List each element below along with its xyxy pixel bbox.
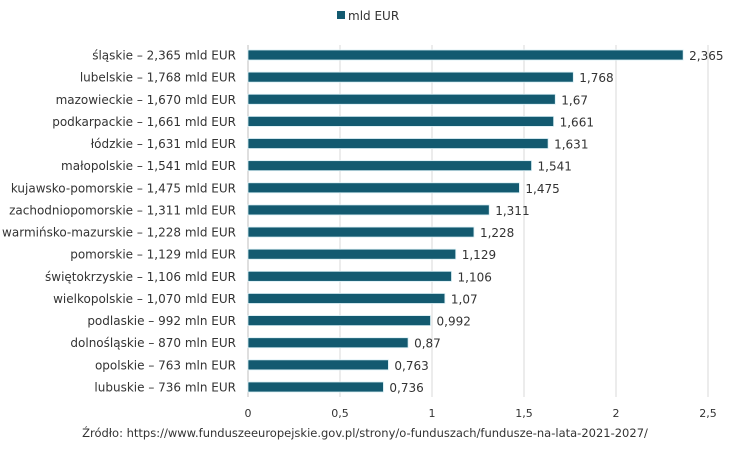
- data-label: 0,763: [394, 359, 428, 373]
- data-label: 1,228: [480, 226, 514, 240]
- bar: [247, 49, 684, 61]
- category-label: podkarpackie – 1,661 mld EUR: [52, 115, 236, 129]
- bar: [247, 93, 556, 105]
- data-label: 0,87: [414, 337, 441, 351]
- bar: [247, 381, 384, 393]
- data-label: 1,106: [458, 270, 492, 284]
- data-label: 1,07: [451, 292, 478, 306]
- data-label: 0,992: [437, 315, 471, 329]
- x-tick-label: 1: [429, 407, 436, 420]
- data-label: 1,541: [538, 160, 572, 174]
- legend-swatch: [337, 11, 345, 19]
- bar: [247, 71, 574, 83]
- category-label: lubuskie – 736 mln EUR: [94, 381, 236, 395]
- category-label: zachodniopomorskie – 1,311 mld EUR: [9, 203, 236, 217]
- x-tick-label: 1,5: [515, 407, 533, 420]
- data-label: 2,365: [689, 49, 723, 63]
- bar: [247, 204, 490, 216]
- x-tick-label: 0,5: [331, 407, 349, 420]
- category-label: warmińsko-mazurskie – 1,228 mld EUR: [2, 226, 236, 240]
- data-label: 1,768: [579, 71, 613, 85]
- category-label: kujawsko-pomorskie – 1,475 mld EUR: [11, 181, 236, 195]
- bar: [247, 337, 409, 349]
- bar: [247, 226, 475, 238]
- bar: [247, 359, 389, 371]
- category-label: mazowieckie – 1,670 mld EUR: [56, 93, 236, 107]
- data-label: 1,631: [554, 138, 588, 152]
- bar: [247, 315, 431, 327]
- x-tick-label: 2: [613, 407, 620, 420]
- data-label: 1,661: [560, 115, 594, 129]
- category-label: dolnośląskie – 870 mln EUR: [70, 336, 236, 350]
- source-note: Źródło: https://www.funduszeeuropejskie.…: [82, 426, 648, 440]
- bar: [247, 293, 446, 304]
- bar: [247, 138, 549, 149]
- bar: [247, 116, 555, 127]
- bar: [247, 248, 457, 260]
- category-label: małopolskie – 1,541 mld EUR: [61, 159, 236, 173]
- category-label: śląskie – 2,365 mld EUR: [92, 49, 236, 63]
- data-label: 1,311: [495, 204, 529, 218]
- x-tick-label: 2,5: [699, 407, 717, 420]
- data-label: 1,67: [561, 93, 588, 107]
- bar: [247, 160, 532, 172]
- category-label: łódzkie – 1,631 mld EUR: [91, 137, 236, 151]
- data-label: 1,129: [462, 248, 496, 262]
- category-label: opolskie – 763 mln EUR: [95, 358, 236, 372]
- legend-label: mld EUR: [348, 9, 399, 23]
- x-tick-label: 0: [245, 407, 252, 420]
- category-label: lubelskie – 1,768 mld EUR: [80, 71, 236, 85]
- category-label: pomorskie – 1,129 mld EUR: [70, 248, 236, 262]
- category-label: świętokrzyskie – 1,106 mld EUR: [45, 270, 236, 284]
- data-label: 1,475: [525, 182, 559, 196]
- category-label: podlaskie – 992 mln EUR: [87, 314, 236, 328]
- bar: [247, 182, 520, 194]
- category-label: wielkopolskie – 1,070 mld EUR: [53, 292, 236, 306]
- bar: [247, 270, 452, 282]
- data-label: 0,736: [389, 381, 423, 395]
